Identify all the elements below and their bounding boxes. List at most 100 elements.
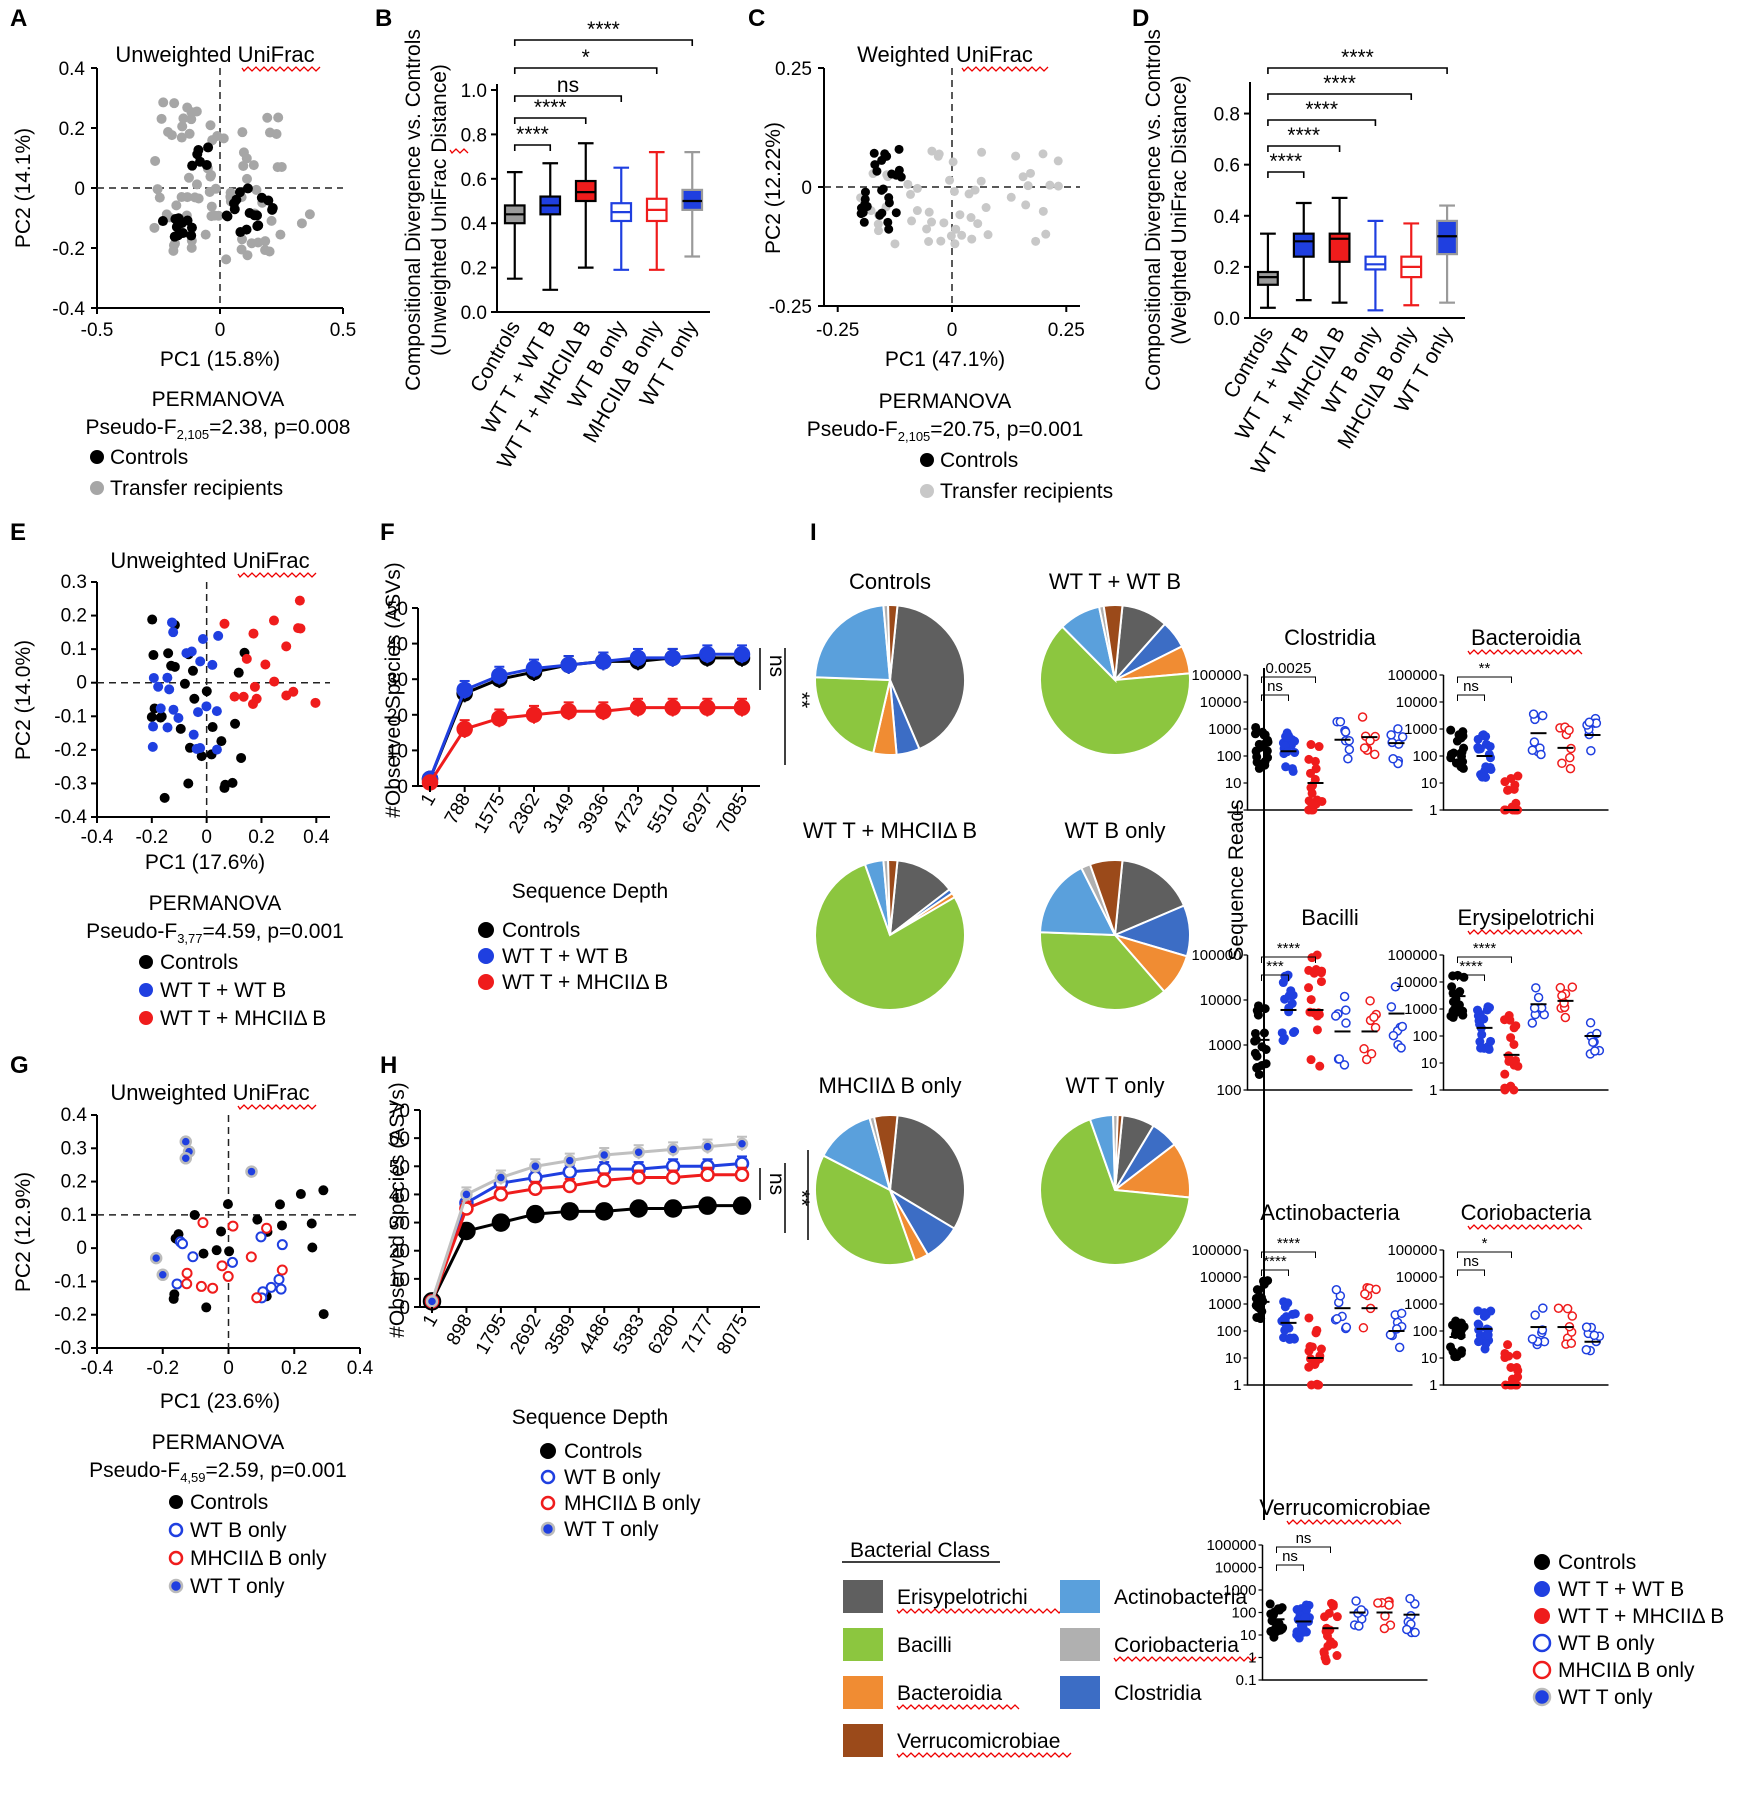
data-point [597, 1148, 611, 1162]
pie-slice [872, 1114, 899, 1191]
legend-entry: MHCIIΔ B only [564, 1492, 701, 1515]
data-point [491, 1213, 511, 1232]
y-tick-label: 10 [389, 1270, 410, 1291]
transfer-point [304, 209, 315, 220]
legend-entry: MHCIIΔ B only [1558, 1659, 1695, 1682]
legend-marker [139, 983, 153, 997]
data-point [1527, 1018, 1538, 1028]
data-point [1555, 982, 1566, 993]
control-point [196, 751, 207, 762]
transfer-point [1053, 156, 1063, 166]
panel-G-title: Unweighted UniFrac [110, 1080, 309, 1105]
panel-label-A: A [10, 5, 27, 32]
significance-label: * [582, 46, 590, 69]
data-point [493, 1187, 509, 1202]
data-point [1484, 749, 1494, 759]
mhc-only-point [251, 1292, 263, 1304]
data-point [1311, 1328, 1321, 1338]
control-point [877, 185, 887, 195]
control-point [884, 224, 894, 234]
mhc-point [248, 628, 259, 639]
mhc-point [247, 698, 258, 709]
data-point [1354, 1621, 1364, 1631]
x-tick-label: 3589 [541, 1311, 580, 1358]
wtb-point [211, 744, 222, 755]
data-point [1320, 1653, 1330, 1663]
control-point [235, 227, 246, 238]
data-point [1310, 756, 1320, 766]
data-point [699, 646, 716, 663]
wtb-point [197, 634, 208, 645]
data-point [1275, 1605, 1285, 1615]
data-point [491, 667, 508, 684]
transfer-point [207, 135, 218, 146]
data-point [1473, 1005, 1483, 1015]
box [681, 188, 704, 211]
y-tick-label: 0.4 [1214, 207, 1241, 228]
data-point [1567, 982, 1578, 992]
significance-bracket [513, 39, 694, 46]
box [574, 179, 597, 203]
data-point [1479, 1308, 1489, 1318]
transfer-point [1021, 200, 1031, 210]
spellcheck-underline [961, 66, 1049, 73]
pie-slice [814, 1154, 917, 1266]
data-point [1286, 986, 1296, 996]
data-point [1484, 1044, 1494, 1054]
data-point [1281, 762, 1291, 772]
spellcheck-underline [896, 1704, 1020, 1711]
box [1436, 219, 1459, 256]
control-point [147, 614, 158, 625]
data-point [733, 646, 751, 663]
y-tick-label: 60 [389, 1129, 410, 1150]
data-point [1263, 1276, 1273, 1286]
legend-marker [139, 955, 153, 969]
transfer-point [152, 184, 163, 195]
data-point [1250, 729, 1260, 739]
data-point [1341, 1018, 1351, 1028]
y-tick-label: 0.25 [775, 59, 812, 80]
data-point [560, 1202, 580, 1221]
significance-bracket [1457, 1251, 1512, 1258]
wtb-point [164, 684, 175, 695]
data-point [560, 656, 577, 674]
legend-marker [1534, 1554, 1550, 1570]
control-point [195, 156, 206, 167]
significance-label: **** [1269, 150, 1302, 173]
wtt-only-point [179, 1152, 193, 1165]
x-tick-label: 7177 [679, 1311, 718, 1358]
transfer-point [976, 176, 986, 186]
control-point [216, 736, 227, 747]
y-tick-label: 0.4 [461, 214, 488, 235]
data-point [1567, 1311, 1578, 1321]
significance-bracket [1267, 67, 1448, 74]
data-point [1564, 725, 1574, 735]
legend-swatch [843, 1724, 883, 1757]
control-point [193, 145, 204, 156]
data-point [1533, 992, 1544, 1003]
transfer-point [1006, 192, 1016, 202]
transfer-point [955, 210, 965, 220]
data-point [1531, 983, 1541, 993]
data-point [1481, 731, 1491, 741]
data-point [1458, 1010, 1468, 1020]
x-tick-label: 3149 [540, 790, 579, 837]
panel-label-C: C [748, 5, 765, 32]
data-point [1484, 1003, 1494, 1013]
legend-marker [478, 974, 494, 990]
data-point [1396, 1308, 1407, 1319]
control-point [253, 220, 264, 231]
data-point [525, 660, 543, 677]
y-tick-label: 1000 [1208, 721, 1241, 738]
pie-title: WT T + MHCIIΔ B [803, 818, 977, 843]
data-point [1305, 768, 1315, 778]
data-point [734, 1167, 750, 1182]
mhc-point [268, 615, 279, 626]
y-tick-label: 0 [801, 178, 812, 199]
significance-label: 0.0025 [1266, 660, 1312, 677]
x-tick-label: 2362 [505, 790, 544, 837]
transfer-point [158, 97, 169, 108]
control-point [233, 667, 244, 678]
transfer-point [948, 157, 958, 167]
mhc-point [229, 691, 240, 702]
